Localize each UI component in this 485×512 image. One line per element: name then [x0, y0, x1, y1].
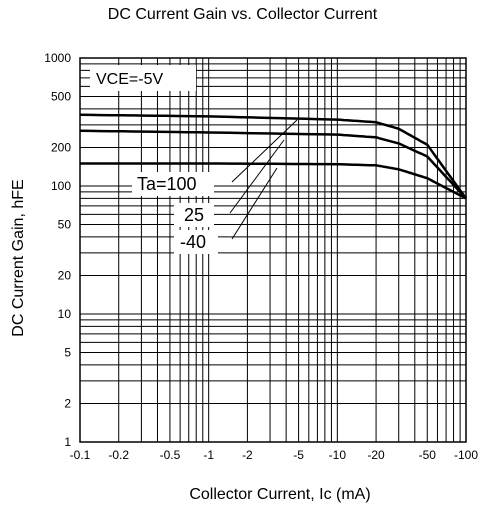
- series-line: [79, 129, 467, 200]
- x-tick-label: -20: [367, 448, 385, 462]
- series-leader-line: [231, 119, 298, 183]
- x-tick-label: -100: [454, 448, 478, 462]
- y-tick-label: 2: [64, 396, 71, 410]
- series-label-bg: [132, 172, 214, 196]
- y-tick-label: 500: [51, 90, 71, 104]
- y-tick-label: 5: [64, 346, 71, 360]
- y-tick-label: 50: [58, 218, 72, 232]
- x-tick-label: -5: [293, 448, 304, 462]
- y-tick-label: 1: [64, 435, 71, 449]
- series-line: [80, 162, 467, 200]
- y-tick-label: 10: [58, 307, 72, 321]
- annotations: VCE=-5V Ta=100 25 -40: [90, 65, 298, 254]
- series-label: -40: [180, 232, 206, 252]
- x-tick-label: -0.1: [70, 448, 91, 462]
- y-axis-label: DC Current Gain, hFE: [10, 179, 27, 337]
- series-label-bg: [174, 230, 218, 254]
- x-tick-label: -2: [242, 448, 253, 462]
- series-label-bg: [174, 203, 214, 227]
- series-label: Ta=100: [137, 174, 197, 194]
- chart-title: DC Current Gain vs. Collector Current: [107, 6, 378, 23]
- y-tick-label: 200: [51, 140, 71, 154]
- series-leader-line: [229, 139, 285, 214]
- x-axis-label: Collector Current, Ic (mA): [189, 486, 371, 503]
- series-label: 25: [184, 205, 204, 225]
- series-line: [79, 113, 468, 200]
- y-tick-label: 20: [58, 268, 72, 282]
- condition-label-bg: [90, 65, 196, 91]
- x-tick-label: -1: [203, 448, 214, 462]
- x-tick-label: -0.5: [160, 448, 181, 462]
- y-tick-label: 100: [51, 179, 71, 193]
- condition-label: VCE=-5V: [96, 71, 163, 88]
- tick-labels: -0.1 -0.2 -0.5 -1 -2 -5 -10 -20 -50 -100125102050…: [44, 51, 478, 462]
- grid: [80, 58, 466, 442]
- x-tick-label: -0.2: [108, 448, 129, 462]
- series-lines: [79, 113, 468, 200]
- series-leader-line: [231, 167, 278, 240]
- y-tick-label: 1000: [44, 51, 71, 65]
- x-tick-label: -50: [419, 448, 437, 462]
- x-tick-label: -10: [329, 448, 347, 462]
- y-axis-label-wrap: DC Current Gain, hFE: [4, 0, 34, 512]
- plot-frame: [79, 57, 467, 443]
